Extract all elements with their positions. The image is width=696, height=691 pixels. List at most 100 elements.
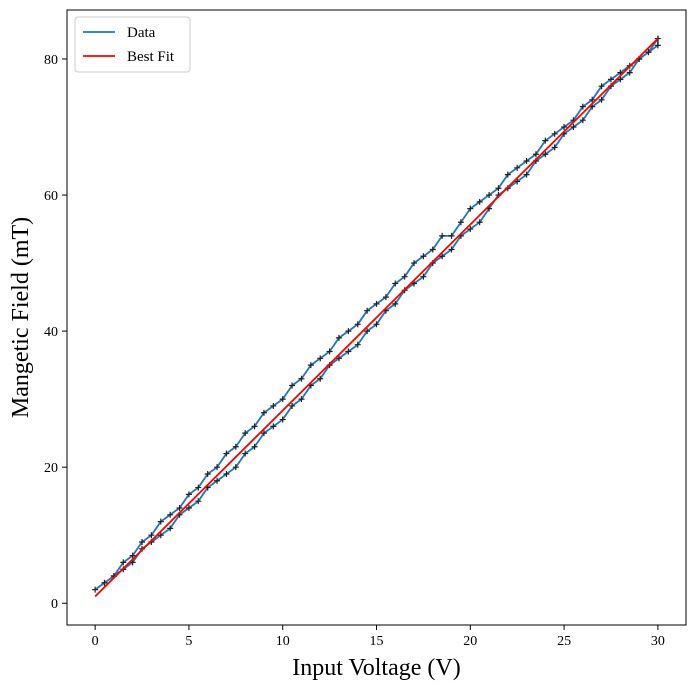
data-point: [579, 103, 586, 110]
data-point: [204, 470, 211, 477]
data-point: [317, 355, 324, 362]
series-line: [94, 37, 659, 598]
data-point: [167, 511, 174, 518]
data-point: [382, 294, 389, 301]
data-point: [232, 464, 239, 471]
data-point: [654, 35, 661, 42]
data-point: [364, 307, 371, 314]
x-tick-label: 10: [276, 634, 290, 649]
data-point: [326, 348, 333, 355]
data-point: [514, 164, 521, 171]
data-point: [214, 477, 221, 484]
data-point: [373, 321, 380, 328]
data-point: [185, 491, 192, 498]
data-point: [476, 219, 483, 226]
data-point: [551, 130, 558, 137]
data-point: [401, 273, 408, 280]
y-tick-label: 80: [44, 53, 58, 68]
data-point: [448, 246, 455, 253]
data-point: [185, 504, 192, 511]
y-tick-label: 40: [44, 325, 58, 340]
data-point: [467, 205, 474, 212]
data-point: [598, 96, 605, 103]
data-point: [354, 341, 361, 348]
data-point: [298, 375, 305, 382]
data-point: [354, 321, 361, 328]
x-tick-label: 30: [651, 634, 665, 649]
data-point: [467, 226, 474, 233]
data-point: [345, 348, 352, 355]
data-point: [542, 151, 549, 158]
data-point: [448, 232, 455, 239]
data-point: [654, 42, 661, 49]
data-point: [120, 559, 127, 566]
data-point: [523, 171, 530, 178]
data-point: [101, 579, 108, 586]
data-point: [176, 504, 183, 511]
data-point: [232, 443, 239, 450]
data-point: [645, 49, 652, 56]
data-point: [92, 586, 99, 593]
data-point: [260, 409, 267, 416]
data-point: [551, 144, 558, 151]
x-tick-label: 5: [185, 634, 192, 649]
data-point: [495, 185, 502, 192]
data-point: [270, 423, 277, 430]
data-point: [317, 375, 324, 382]
data-point: [335, 355, 342, 362]
data-point: [486, 192, 493, 199]
data-point: [157, 532, 164, 539]
data-point: [364, 328, 371, 335]
x-tick-label: 0: [92, 634, 99, 649]
x-tick-label: 15: [370, 634, 384, 649]
data-point: [439, 232, 446, 239]
data-point: [457, 219, 464, 226]
data-point: [626, 69, 633, 76]
x-axis-label: Input Voltage (V): [292, 655, 460, 681]
data-point: [411, 260, 418, 267]
data-point: [570, 124, 577, 131]
data-point: [420, 273, 427, 280]
data-point: [289, 402, 296, 409]
y-axis-label: Mangetic Field (mT): [8, 217, 34, 418]
data-point: [223, 470, 230, 477]
data-point: [523, 158, 530, 165]
data-point: [279, 416, 286, 423]
y-tick-label: 20: [44, 461, 58, 476]
x-tick-label: 20: [463, 634, 477, 649]
data-point: [279, 396, 286, 403]
data-point: [139, 539, 146, 546]
x-tick-label: 25: [557, 634, 571, 649]
data-point: [579, 117, 586, 124]
data-point: [270, 402, 277, 409]
data-point: [298, 396, 305, 403]
data-point: [373, 300, 380, 307]
data-point: [251, 443, 258, 450]
data-point: [598, 83, 605, 90]
data-point: [504, 171, 511, 178]
data-point: [345, 328, 352, 335]
data-point: [420, 253, 427, 260]
data-point: [195, 498, 202, 505]
data-point: [392, 280, 399, 287]
data-point: [617, 76, 624, 83]
data-point: [195, 484, 202, 491]
data-point: [260, 430, 267, 437]
data-point: [242, 430, 249, 437]
data-point: [129, 552, 136, 559]
data-point: [514, 178, 521, 185]
legend-label: Data: [127, 25, 156, 41]
data-point: [589, 96, 596, 103]
data-point: [148, 532, 155, 539]
data-point: [335, 334, 342, 341]
data-point: [242, 450, 249, 457]
data-point: [607, 76, 614, 83]
legend-box: [74, 16, 191, 73]
data-point: [542, 137, 549, 144]
data-point: [289, 382, 296, 389]
data-point: [223, 450, 230, 457]
data-point: [392, 300, 399, 307]
y-tick-label: 60: [44, 189, 58, 204]
data-point: [214, 464, 221, 471]
